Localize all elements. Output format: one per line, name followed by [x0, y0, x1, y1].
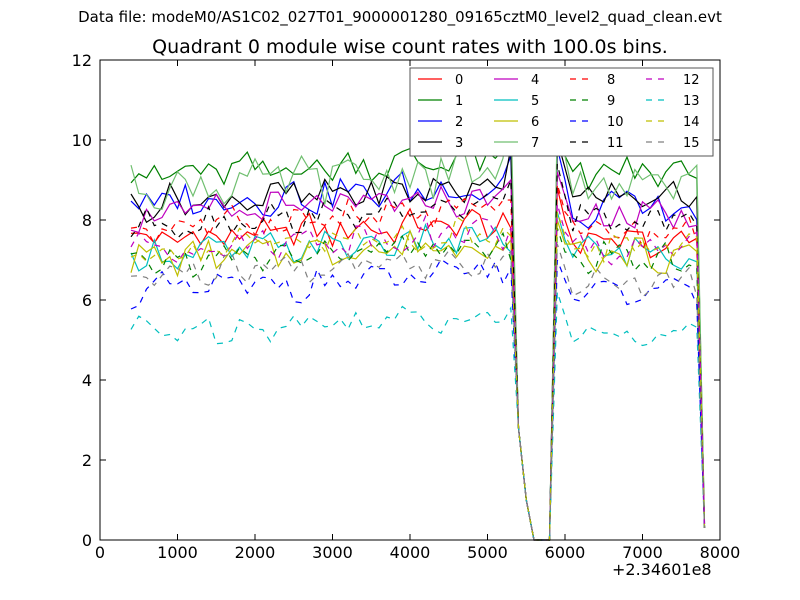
legend-label-9: 9 — [607, 94, 615, 109]
x-tick-label: 3000 — [312, 543, 353, 562]
legend-label-0: 0 — [455, 73, 463, 88]
y-tick-label: 4 — [82, 371, 92, 390]
legend-box — [409, 67, 714, 157]
y-tick-label: 12 — [72, 51, 92, 70]
legend-label-8: 8 — [607, 73, 615, 88]
x-tick-label: 7000 — [622, 543, 663, 562]
legend-label-7: 7 — [531, 136, 539, 151]
series-line-15 — [130, 243, 706, 541]
series-line-3 — [130, 139, 706, 541]
legend-label-3: 3 — [455, 136, 463, 151]
legend-label-11: 11 — [607, 136, 624, 151]
legend-label-1: 1 — [455, 94, 463, 109]
y-tick-label: 6 — [82, 291, 92, 310]
x-tick-label: 5000 — [467, 543, 508, 562]
x-tick-label: 2000 — [235, 543, 276, 562]
legend-label-14: 14 — [683, 115, 700, 130]
x-tick-label: 0 — [95, 543, 105, 562]
series-line-10 — [130, 258, 706, 541]
series-lines — [130, 107, 706, 541]
series-line-6 — [130, 219, 706, 541]
series-line-5 — [130, 211, 706, 541]
series-line-7 — [130, 107, 706, 541]
series-line-13 — [130, 291, 706, 541]
legend-label-10: 10 — [607, 115, 624, 130]
series-line-12 — [130, 203, 706, 541]
figure-suptitle: Data file: modeM0/AS1C02_027T01_90000012… — [78, 8, 722, 26]
x-tick-label: 4000 — [390, 543, 431, 562]
x-tick-label: 1000 — [157, 543, 198, 562]
x-offset-label: +2.34601e8 — [612, 560, 712, 579]
x-tick-label: 8000 — [700, 543, 741, 562]
legend-label-15: 15 — [683, 136, 700, 151]
chart-title: Quadrant 0 module wise count rates with … — [152, 36, 668, 58]
series-line-11 — [130, 163, 706, 541]
series-line-14 — [130, 211, 706, 541]
x-axis: 0 1000 2000 3000 4000 5000 6000 7000 8000 — [95, 60, 740, 562]
legend-label-4: 4 — [531, 73, 539, 88]
y-tick-label: 8 — [82, 211, 92, 230]
y-tick-label: 2 — [82, 451, 92, 470]
legend-label-5: 5 — [531, 94, 539, 109]
x-tick-label: 6000 — [545, 543, 586, 562]
series-line-8 — [130, 183, 706, 541]
series-line-0 — [130, 187, 706, 541]
y-tick-label: 10 — [72, 131, 92, 150]
legend-label-2: 2 — [455, 115, 463, 130]
legend-label-6: 6 — [531, 115, 539, 130]
legend-label-13: 13 — [683, 94, 700, 109]
series-line-9 — [130, 227, 706, 541]
legend-label-12: 12 — [683, 73, 700, 88]
y-tick-label: 0 — [82, 531, 92, 550]
